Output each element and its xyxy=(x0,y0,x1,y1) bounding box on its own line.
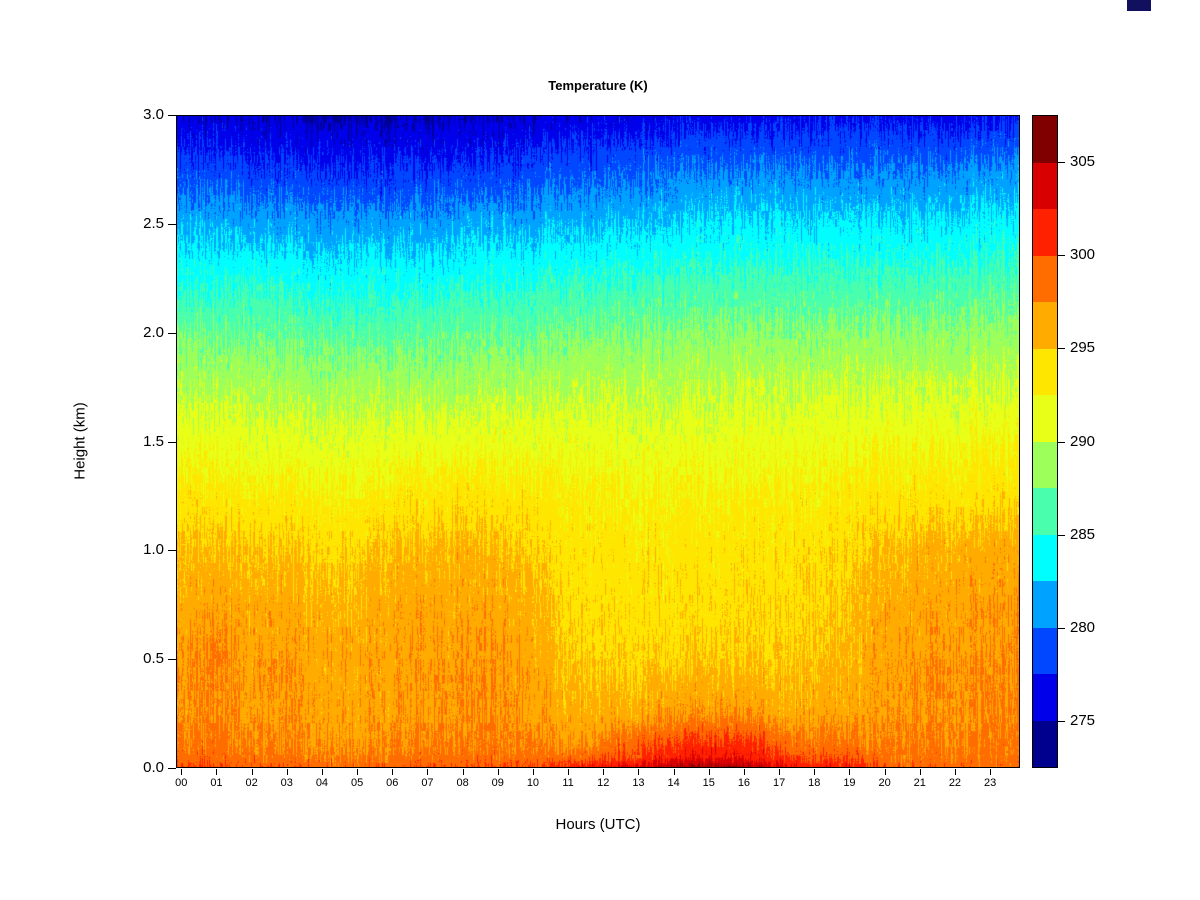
x-tick-mark xyxy=(673,769,675,775)
x-tick-label: 04 xyxy=(315,777,329,789)
x-tick-label: 22 xyxy=(948,777,962,789)
x-tick-mark xyxy=(990,769,992,775)
colorbar-band xyxy=(1033,302,1057,349)
x-tick-label: 08 xyxy=(456,777,469,789)
colorbar-tick-mark xyxy=(1058,441,1065,443)
x-tick-mark xyxy=(919,769,921,775)
y-tick-mark xyxy=(168,768,176,769)
x-tick-label: 09 xyxy=(491,777,504,789)
colorbar-band xyxy=(1033,720,1057,767)
x-tick-mark xyxy=(462,769,464,775)
colorbar-tick-label: 295 xyxy=(1070,339,1096,357)
x-tick-label: 19 xyxy=(843,777,856,789)
colorbar-tick-mark xyxy=(1058,628,1065,630)
y-tick-label: 1.0 xyxy=(143,541,164,559)
y-axis-label: Height (km) xyxy=(71,402,89,480)
x-tick-mark xyxy=(779,769,781,775)
x-tick-label: 23 xyxy=(983,777,997,789)
x-axis-label: Hours (UTC) xyxy=(555,816,641,833)
y-tick-mark xyxy=(168,659,176,661)
y-tick-mark xyxy=(168,115,176,116)
x-tick-mark xyxy=(181,769,183,775)
y-tick-mark xyxy=(168,441,176,443)
colorbar-band xyxy=(1033,674,1057,721)
x-tick-mark xyxy=(884,769,886,775)
x-tick-label: 11 xyxy=(562,777,574,789)
x-tick-mark xyxy=(286,769,288,775)
x-tick-mark xyxy=(708,769,710,775)
x-tick-mark xyxy=(814,769,816,775)
colorbar-tick-label: 300 xyxy=(1070,245,1096,263)
colorbar-band xyxy=(1033,441,1057,488)
x-tick-label: 12 xyxy=(597,777,610,789)
colorbar-tick-mark xyxy=(1058,254,1065,256)
y-tick-label: 0.0 xyxy=(143,759,164,776)
x-tick-mark xyxy=(427,769,429,775)
colorbar-tick-label: 285 xyxy=(1070,525,1096,543)
colorbar xyxy=(1032,115,1058,768)
colorbar-band xyxy=(1033,627,1057,674)
x-tick-mark xyxy=(849,769,851,775)
x-tick-mark xyxy=(357,769,359,775)
x-tick-label: 00 xyxy=(175,777,188,789)
x-tick-mark xyxy=(251,769,253,775)
x-tick-mark xyxy=(638,769,640,775)
x-tick-label: 16 xyxy=(737,777,751,789)
y-tick-mark xyxy=(168,223,176,225)
y-tick-mark xyxy=(168,332,176,334)
colorbar-tick-mark xyxy=(1058,348,1065,350)
x-tick-mark xyxy=(321,769,323,775)
plot-area xyxy=(176,115,1020,768)
x-tick-mark xyxy=(497,769,499,775)
colorbar-band xyxy=(1033,581,1057,628)
x-tick-mark xyxy=(392,769,394,775)
y-tick-label: 2.0 xyxy=(143,323,164,341)
x-tick-label: 06 xyxy=(386,777,399,789)
colorbar-band xyxy=(1033,162,1057,209)
colorbar-tick-label: 275 xyxy=(1070,712,1096,730)
screen-corner-artifact xyxy=(1127,0,1151,11)
colorbar-tick-mark xyxy=(1058,721,1065,723)
colorbar-tick-mark xyxy=(1058,534,1065,536)
x-tick-label: 17 xyxy=(772,777,786,789)
x-tick-label: 15 xyxy=(702,777,715,789)
colorbar-tick-mark xyxy=(1058,161,1065,163)
x-tick-mark xyxy=(568,769,570,775)
colorbar-tick-label: 280 xyxy=(1070,619,1096,637)
colorbar-band xyxy=(1033,348,1057,395)
x-tick-label: 10 xyxy=(526,777,540,789)
y-tick-label: 1.5 xyxy=(143,432,164,450)
x-tick-label: 05 xyxy=(350,777,364,789)
x-tick-label: 07 xyxy=(421,777,434,789)
x-tick-label: 01 xyxy=(210,777,223,789)
colorbar-band xyxy=(1033,116,1057,163)
x-tick-mark xyxy=(954,769,956,775)
colorbar-band xyxy=(1033,488,1057,535)
x-tick-mark xyxy=(743,769,745,775)
y-tick-label: 3.0 xyxy=(143,106,164,123)
colorbar-tick-label: 305 xyxy=(1070,152,1096,170)
colorbar-band xyxy=(1033,209,1057,256)
x-tick-mark xyxy=(603,769,605,775)
x-tick-label: 20 xyxy=(878,777,891,789)
y-tick-mark xyxy=(168,550,176,552)
y-tick-label: 2.5 xyxy=(143,214,164,232)
x-tick-label: 18 xyxy=(808,777,821,789)
colorbar-band xyxy=(1033,395,1057,442)
y-tick-label: 0.5 xyxy=(143,650,164,668)
x-tick-mark xyxy=(532,769,534,775)
colorbar-band xyxy=(1033,534,1057,581)
x-tick-label: 02 xyxy=(245,777,258,789)
colorbar-band xyxy=(1033,255,1057,302)
x-tick-label: 03 xyxy=(280,777,293,789)
x-tick-mark xyxy=(216,769,218,775)
colorbar-tick-label: 290 xyxy=(1070,432,1096,450)
heatmap-canvas xyxy=(176,115,1020,768)
x-tick-label: 21 xyxy=(913,777,926,789)
x-tick-label: 14 xyxy=(667,777,680,789)
x-tick-label: 13 xyxy=(632,777,645,789)
chart-title: Temperature (K) xyxy=(548,78,648,93)
